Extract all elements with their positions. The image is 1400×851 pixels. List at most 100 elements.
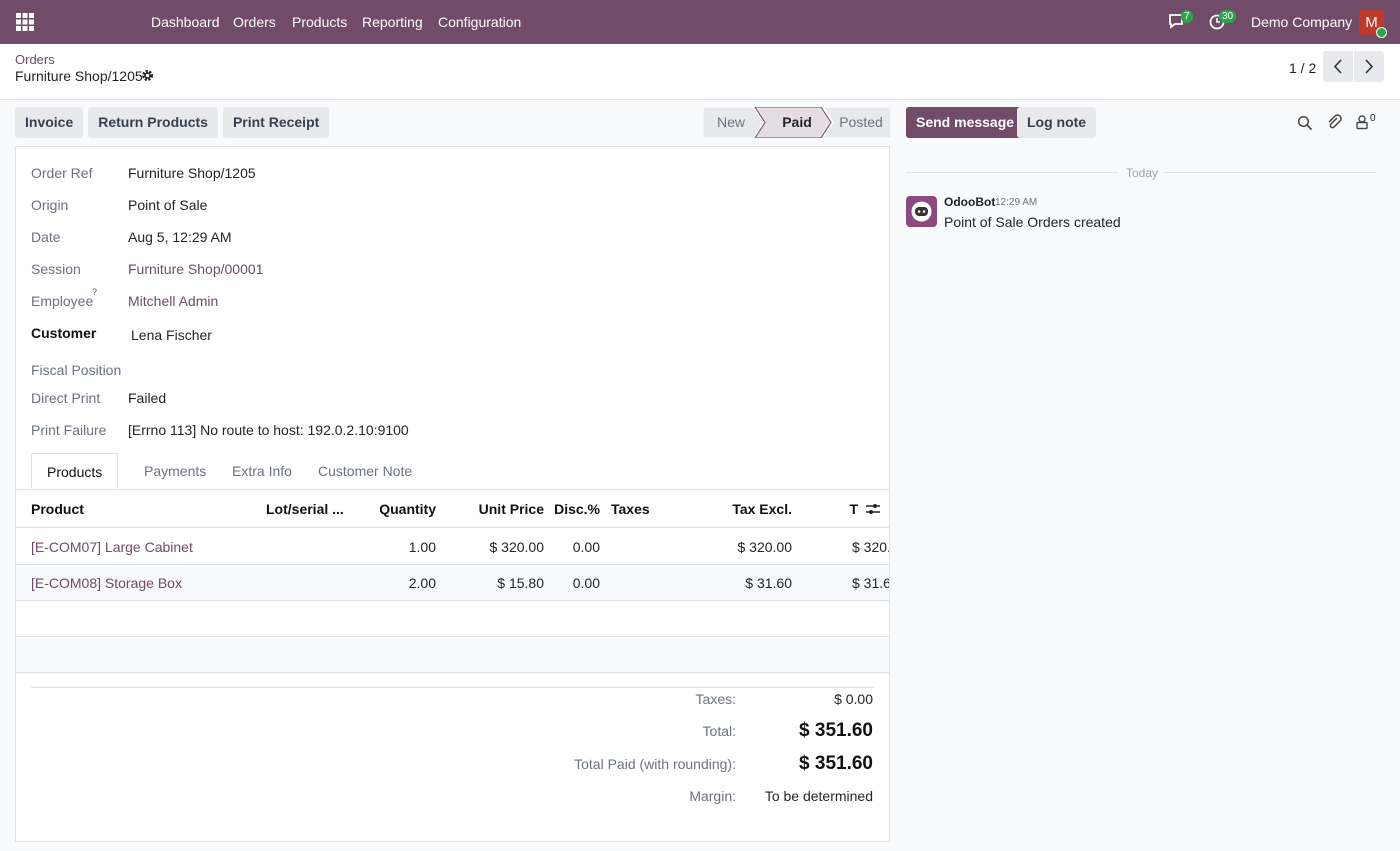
column-header: Quantity (379, 501, 436, 517)
field-value: Lena Fischer (131, 327, 212, 343)
row-line (16, 527, 889, 528)
statusbar: New Paid Posted (703, 107, 891, 138)
field-label: Origin (31, 197, 69, 213)
pager: 1 / 2 (1289, 60, 1317, 76)
tab[interactable]: Products (31, 453, 119, 489)
separator-line (1164, 172, 1376, 173)
field-value: [Errno 113] No route to host: 192.0.2.10… (128, 422, 409, 438)
field-link[interactable]: Mitchell Admin (128, 293, 219, 309)
column-header: Unit Price (478, 501, 544, 517)
pager-next[interactable] (1354, 51, 1384, 82)
product-link[interactable]: [E-COM08] Storage Box (31, 575, 182, 591)
tab[interactable]: Payments (144, 463, 207, 479)
menu-item[interactable]: Products (292, 14, 348, 30)
field-label: Date (31, 229, 61, 245)
field-label: Direct Print (31, 390, 101, 406)
send-message-button[interactable]: Send message (906, 107, 1025, 138)
field-label: Order Ref (31, 165, 93, 181)
control-panel: Orders Furniture Shop/1205 1 / 2 (0, 44, 1400, 100)
column-header: Product (31, 501, 84, 517)
totals-line (31, 687, 875, 688)
field-label: Employee (31, 293, 94, 309)
row-line (16, 672, 889, 673)
table-cell: $ 31.60 (745, 575, 792, 591)
menu-item[interactable]: Reporting (362, 14, 423, 30)
column-header: Lot/serial ... (266, 501, 344, 517)
column-settings[interactable] (866, 502, 880, 516)
followers-icon[interactable] (1355, 114, 1369, 130)
tab[interactable]: Extra Info (232, 463, 292, 479)
field-label: Session (31, 261, 81, 277)
pager-prev[interactable] (1323, 51, 1353, 82)
status-dot (1376, 27, 1387, 38)
apps-icon[interactable] (16, 13, 34, 31)
status-stage[interactable] (703, 107, 764, 138)
row-line (16, 600, 889, 601)
attachment-icon[interactable] (1326, 114, 1342, 130)
column-header: T (849, 501, 858, 517)
total-value: $ 351.60 (799, 720, 873, 741)
author-avatar (906, 196, 937, 227)
table-cell: 2.00 (408, 575, 436, 591)
field-value: Point of Sale (128, 197, 208, 213)
column-header: Taxes (611, 501, 650, 517)
table-cell: 0.00 (572, 539, 600, 555)
menu-item[interactable]: Configuration (438, 14, 522, 30)
total-value: $ 0.00 (834, 691, 873, 707)
column-header: Tax Excl. (732, 501, 792, 517)
navbar: 7 30 Demo Company M Dashboard Orders Produ… (0, 0, 1400, 44)
field-link[interactable]: Furniture Shop/00001 (128, 261, 264, 277)
search-icon[interactable] (1297, 115, 1313, 131)
action-button[interactable]: Return Products (88, 107, 218, 138)
tab[interactable]: Customer Note (318, 463, 413, 479)
field-value: Failed (128, 390, 167, 406)
message-time: 12:29 AM (995, 197, 1038, 208)
table-cell: 0.00 (572, 575, 600, 591)
status-label: Paid (782, 114, 812, 130)
log-note-button[interactable]: Log note (1017, 107, 1097, 138)
table-cell: $ 15.80 (497, 575, 544, 591)
table-cell: $ 320.00 (737, 539, 793, 555)
total-label: Total: (702, 723, 736, 739)
table-cell: 1.00 (408, 539, 436, 555)
breadcrumb-parent[interactable]: Orders (15, 52, 55, 67)
company-name[interactable]: Demo Company (1251, 14, 1353, 30)
action-button[interactable]: Invoice (15, 107, 84, 138)
action-button[interactable]: Print Receipt (222, 107, 330, 138)
total-value: To be determined (764, 788, 873, 804)
field-label: Print Failure (31, 422, 107, 438)
help-icon[interactable]: ? (92, 287, 98, 297)
status-label: New (717, 114, 746, 130)
follower-count: 0 (1370, 113, 1376, 124)
tab-line (16, 489, 889, 490)
separator-line (906, 172, 1118, 173)
table-cell: $ 320.00 (489, 539, 545, 555)
product-link[interactable]: [E-COM07] Large Cabinet (31, 539, 193, 555)
menu-item[interactable]: Orders (233, 14, 276, 30)
status-stage[interactable] (754, 107, 832, 138)
row-stripe (16, 637, 889, 672)
total-label: Taxes: (695, 691, 736, 707)
breadcrumb-current: Furniture Shop/1205 (15, 68, 143, 84)
field-value: Aug 5, 12:29 AM (128, 229, 232, 245)
field-label: Fiscal Position (31, 362, 122, 378)
field-label: Customer (31, 325, 97, 341)
status-stage[interactable] (822, 107, 891, 138)
message-body: Point of Sale Orders created (944, 214, 1121, 230)
activities-badge: 30 (1219, 10, 1237, 23)
column-header: Disc.% (554, 501, 600, 517)
table-cell: $ 31.60 (852, 575, 889, 591)
menu-item[interactable]: Dashboard (151, 14, 220, 30)
total-label: Margin: (689, 788, 736, 804)
date-separator: Today (1126, 166, 1159, 180)
total-label: Total Paid (with rounding): (574, 756, 736, 772)
gear-icon[interactable] (141, 69, 154, 82)
messages-badge: 7 (1181, 10, 1193, 23)
total-value: $ 351.60 (799, 753, 873, 774)
row-line (16, 564, 889, 565)
field-value: Furniture Shop/1205 (128, 165, 256, 181)
status-label: Posted (839, 114, 883, 130)
row-line (16, 636, 889, 637)
